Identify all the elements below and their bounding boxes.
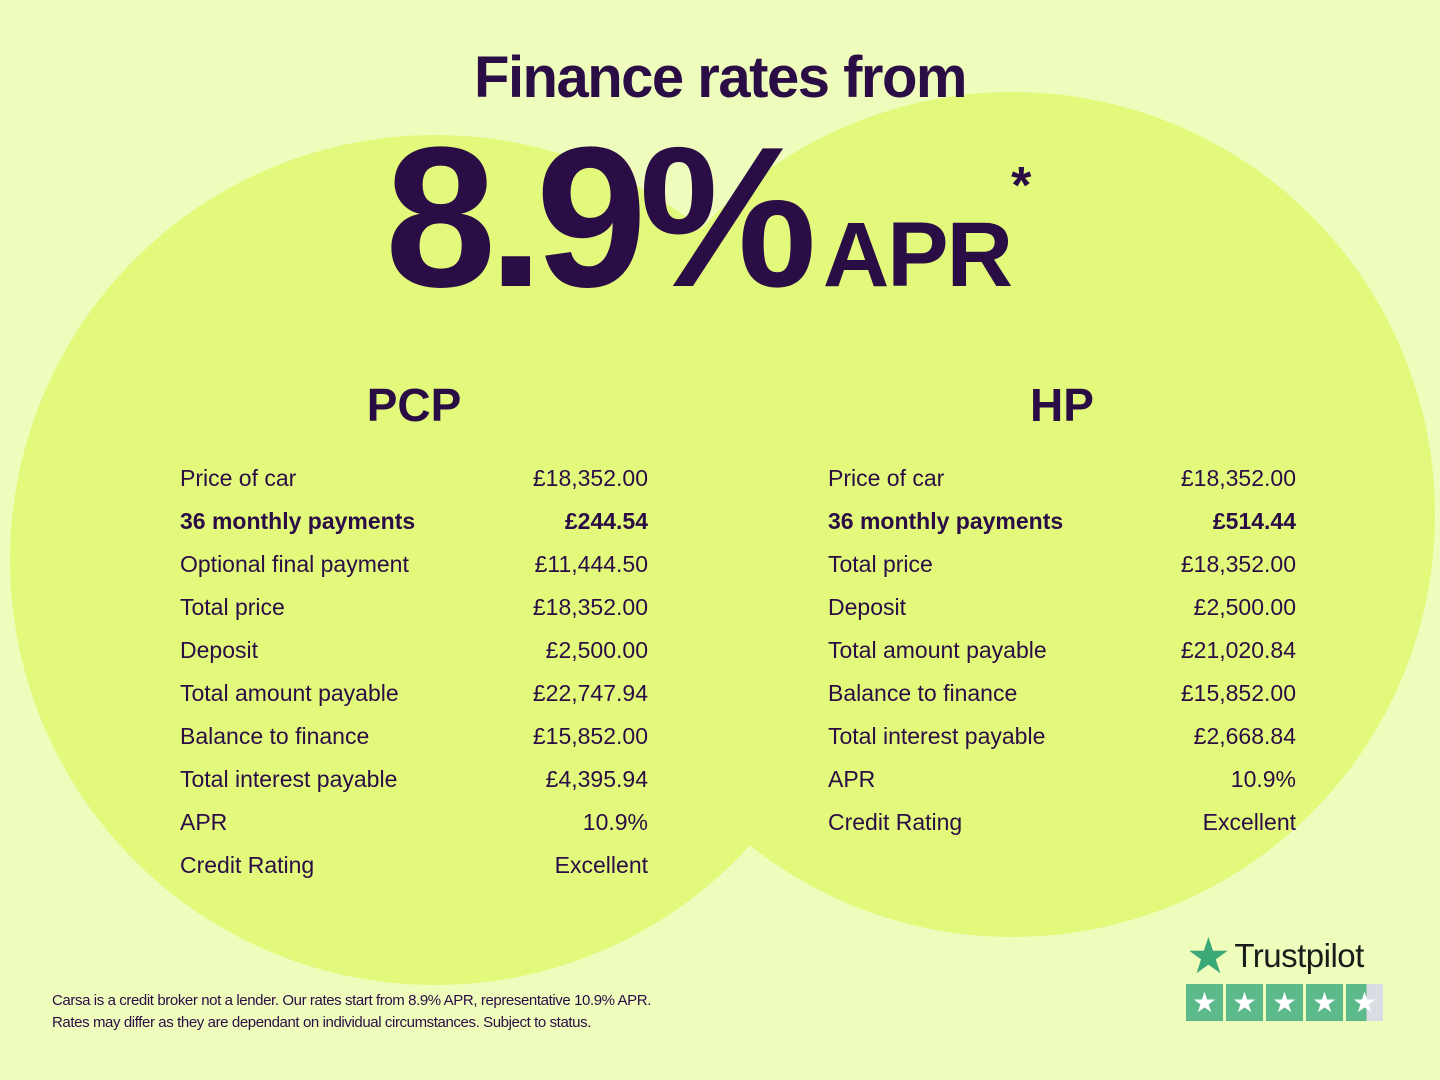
row-label: Deposit <box>828 594 906 620</box>
table-row: Optional final payment £11,444.50 <box>180 550 648 593</box>
row-label: 36 monthly payments <box>180 508 416 534</box>
row-value: £11,444.50 <box>534 551 648 577</box>
row-value: £514.44 <box>1212 508 1296 534</box>
asterisk: * <box>1011 157 1032 215</box>
table-row: Total interest payable £2,668.84 <box>828 722 1296 765</box>
rating-star-icon: ★ <box>1306 984 1343 1021</box>
table-row: Balance to finance £15,852.00 <box>180 722 648 765</box>
row-label: Credit Rating <box>828 809 963 835</box>
rate-unit: APR <box>822 204 1013 306</box>
table-row: APR 10.9% <box>828 765 1296 808</box>
disclaimer-line-1: Carsa is a credit broker not a lender. O… <box>52 992 651 1009</box>
table-row: Deposit £2,500.00 <box>828 593 1296 636</box>
page-title: Finance rates from <box>474 45 967 110</box>
row-label: Total amount payable <box>180 680 399 706</box>
background-circle-right <box>590 92 1435 937</box>
trustpilot-star-icon: ★ <box>1186 928 1231 984</box>
row-label: Price of car <box>180 465 297 491</box>
row-label: Total interest payable <box>180 766 398 792</box>
table-row: Deposit £2,500.00 <box>180 636 648 679</box>
row-value: 10.9% <box>582 809 648 835</box>
row-value: £15,852.00 <box>532 723 648 749</box>
table-row: Price of car £18,352.00 <box>180 464 648 507</box>
row-value: £22,747.94 <box>532 680 648 706</box>
row-value: £2,500.00 <box>545 637 648 663</box>
row-label: Balance to finance <box>828 680 1018 706</box>
pcp-table: PCP Price of car £18,352.00 36 monthly pay… <box>180 376 648 894</box>
row-label: Total price <box>828 551 933 577</box>
hp-table: HP Price of car £18,352.00 36 monthly paym… <box>828 376 1296 851</box>
row-label: Total price <box>180 594 285 620</box>
row-value: Excellent <box>554 852 648 878</box>
row-label: Deposit <box>180 637 258 663</box>
rating-star-icon: ★ <box>1346 984 1383 1021</box>
row-value: £2,668.84 <box>1193 723 1296 749</box>
row-label: APR <box>828 766 876 792</box>
table-row: Total price £18,352.00 <box>180 593 648 636</box>
trustpilot-label: Trustpilot <box>1234 937 1364 974</box>
rating-star-icon: ★ <box>1226 984 1263 1021</box>
row-value: £18,352.00 <box>532 594 648 620</box>
row-label: Credit Rating <box>180 852 315 878</box>
disclaimer: Carsa is a credit broker not a lender. O… <box>52 990 651 1034</box>
row-label: Total amount payable <box>828 637 1047 663</box>
table-row: Total price £18,352.00 <box>828 550 1296 593</box>
table-row: 36 monthly payments £244.54 <box>180 507 648 550</box>
table-row: Total amount payable £21,020.84 <box>828 636 1296 679</box>
row-value: £2,500.00 <box>1193 594 1296 620</box>
rating-star-icon: ★ <box>1186 984 1223 1021</box>
table-row: Balance to finance £15,852.00 <box>828 679 1296 722</box>
table-row: Price of car £18,352.00 <box>828 464 1296 507</box>
headline-rate: 8.9% APR* <box>385 118 1031 318</box>
row-label: Balance to finance <box>180 723 370 749</box>
table-row: Total amount payable £22,747.94 <box>180 679 648 722</box>
pcp-heading: PCP <box>366 379 462 431</box>
rating-star-icon: ★ <box>1266 984 1303 1021</box>
table-row: 36 monthly payments £514.44 <box>828 507 1296 550</box>
row-label: APR <box>180 809 228 835</box>
row-value: £18,352.00 <box>1180 551 1296 577</box>
row-value: £18,352.00 <box>532 465 648 491</box>
table-row: Credit Rating Excellent <box>180 851 648 894</box>
row-value: £21,020.84 <box>1180 637 1296 663</box>
trustpilot-rating: ★ ★ ★ ★ ★ <box>1186 984 1383 1021</box>
row-value: £244.54 <box>564 508 648 534</box>
table-row: Credit Rating Excellent <box>828 808 1296 851</box>
row-label: Price of car <box>828 465 945 491</box>
trustpilot-badge: ★ Trustpilot ★ ★ ★ ★ ★ <box>1186 928 1383 1021</box>
rate-value: 8.9% <box>385 106 817 329</box>
row-value: 10.9% <box>1230 766 1296 792</box>
row-value: Excellent <box>1202 809 1296 835</box>
hp-heading: HP <box>1030 379 1094 431</box>
table-row: APR 10.9% <box>180 808 648 851</box>
row-value: £4,395.94 <box>545 766 648 792</box>
disclaimer-line-2: Rates may differ as they are dependant o… <box>52 1014 591 1031</box>
row-label: Total interest payable <box>828 723 1046 749</box>
table-row: Total interest payable £4,395.94 <box>180 765 648 808</box>
row-value: £15,852.00 <box>1180 680 1296 706</box>
row-label: 36 monthly payments <box>828 508 1064 534</box>
row-label: Optional final payment <box>180 551 409 577</box>
row-value: £18,352.00 <box>1180 465 1296 491</box>
